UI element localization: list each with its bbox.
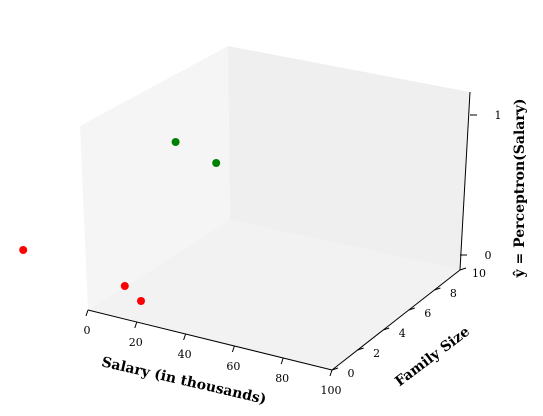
- x-tick-label: 20: [129, 336, 143, 349]
- x-axis-ticks: 0 20 40 60 80 100: [84, 309, 342, 397]
- y-tick-label: 6: [424, 307, 431, 320]
- x-axis-label: Salary (in thousands): [100, 354, 268, 408]
- data-point: [212, 159, 221, 167]
- y-tick-label: 4: [399, 327, 406, 340]
- x-tick-mark: [231, 345, 235, 353]
- data-point: [137, 297, 145, 305]
- y-tick-mark: [357, 347, 364, 351]
- data-points: [19, 138, 221, 305]
- data-point: [19, 246, 28, 254]
- x-axis-line: [87, 309, 333, 371]
- x-tick-label: 40: [178, 348, 192, 361]
- z-axis-ticks: 01: [460, 109, 502, 262]
- y-tick-mark: [434, 287, 441, 291]
- y-axis-ticks: 0 2 4 6 8 10: [331, 267, 486, 380]
- pane-back-wall: [228, 46, 470, 270]
- x-tick-mark: [183, 333, 187, 341]
- y-tick-label: 10: [472, 267, 486, 280]
- x-tick-mark: [85, 309, 89, 317]
- x-tick-label: 0: [84, 324, 91, 337]
- y-tick-label: 8: [450, 287, 457, 300]
- x-tick-mark: [280, 357, 284, 365]
- x-tick-mark: [329, 369, 333, 377]
- y-tick-mark: [383, 327, 390, 331]
- y-tick-mark: [408, 307, 415, 311]
- y-tick-mark: [459, 267, 467, 271]
- y-tick-label: 2: [373, 347, 380, 360]
- data-point: [120, 282, 129, 290]
- y-tick-mark: [331, 367, 339, 371]
- z-axis-label: ŷ = Perceptron(Salary): [511, 99, 528, 279]
- z-tick-label: 0: [485, 249, 492, 262]
- x-tick-label: 100: [321, 384, 342, 397]
- z-tick-label: 1: [495, 109, 502, 122]
- x-tick-label: 80: [275, 372, 289, 385]
- y-tick-label: 0: [348, 367, 355, 380]
- z-axis-line: [459, 91, 471, 271]
- data-point: [171, 138, 180, 146]
- pane-left-wall: [80, 46, 230, 310]
- x-tick-label: 60: [226, 360, 240, 373]
- y-axis-line: [331, 269, 461, 371]
- x-tick-mark: [134, 321, 138, 329]
